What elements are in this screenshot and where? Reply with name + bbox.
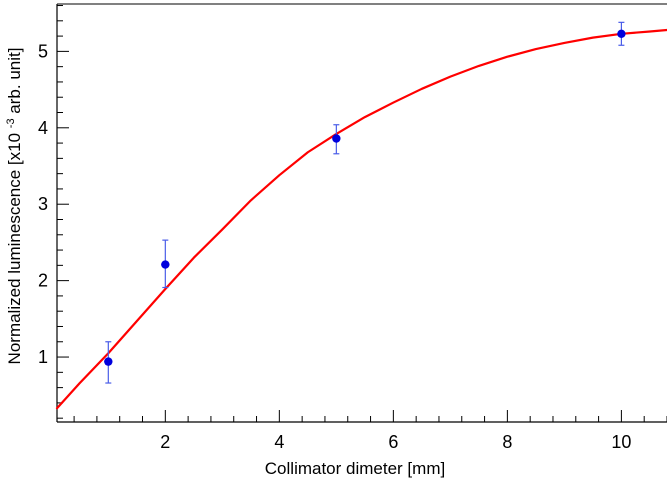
fit-curve-layer <box>55 28 667 410</box>
y-axis-title-main: Normalized luminescence [x10 <box>5 133 24 365</box>
y-axis-title-tail: arb. unit] <box>5 48 24 114</box>
data-point-1 <box>104 357 113 366</box>
data-point-3 <box>332 134 341 143</box>
x-axis-title: Collimator dimeter [mm] <box>265 459 445 478</box>
x-tick-label: 10 <box>611 432 631 452</box>
x-tick-label: 6 <box>388 432 398 452</box>
y-tick-label: 1 <box>38 347 48 367</box>
x-tick-label: 2 <box>160 432 170 452</box>
data-point-4 <box>617 29 626 39</box>
y-axis-title-exponent: -3 <box>5 118 17 128</box>
x-tick-label: 8 <box>502 432 512 452</box>
y-axis-title: Normalized luminescence [x10 -3 arb. uni… <box>0 48 24 365</box>
x-tick-label: 4 <box>274 432 284 452</box>
y-tick-label: 4 <box>38 118 48 138</box>
y-tick-label: 3 <box>38 194 48 214</box>
fit-curve <box>55 28 667 410</box>
y-tick-label: 5 <box>38 41 48 61</box>
axes-layer <box>56 3 667 423</box>
labels-layer: Collimator dimeter [mm] Normalized lumin… <box>0 48 445 478</box>
data-point-2 <box>161 260 170 269</box>
data-points-layer <box>104 21 626 384</box>
y-tick-label: 2 <box>38 271 48 291</box>
